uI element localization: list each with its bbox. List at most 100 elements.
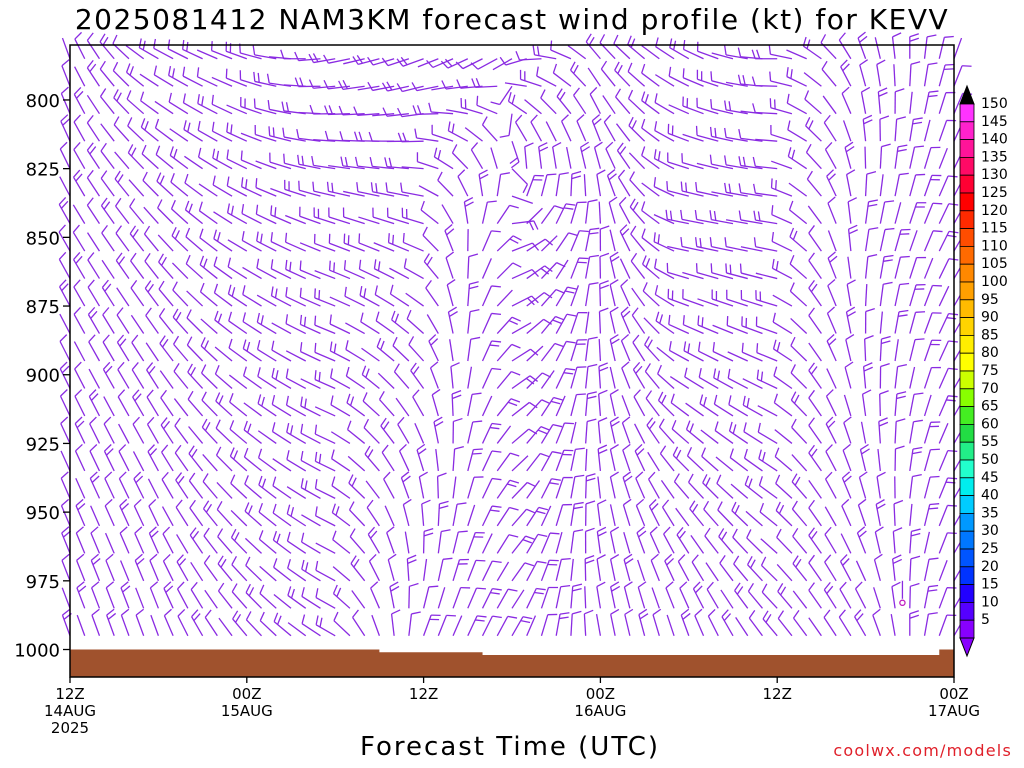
wind-barb-feather (544, 265, 553, 272)
wind-barb-feather (276, 615, 282, 625)
wind-barb-feather (652, 608, 662, 616)
wind-barb-feather (775, 474, 781, 484)
wind-barb-feather (761, 451, 766, 462)
wind-barb-feather (609, 279, 619, 286)
wind-barb (520, 78, 542, 87)
wind-barb (496, 343, 513, 362)
wind-barb-feather (622, 471, 632, 478)
wind-barb-feather (283, 153, 286, 164)
wind-barb (331, 512, 351, 527)
wind-barb-feather (599, 252, 610, 258)
wind-barb-feather (624, 581, 633, 588)
wind-barb (567, 45, 587, 60)
wind-barb (938, 532, 948, 554)
wind-barb-feather (876, 471, 886, 478)
wind-barb (526, 534, 539, 554)
wind-barb-feather (87, 306, 96, 315)
wind-barb (526, 480, 541, 499)
wind-barb-feather (102, 334, 110, 343)
wind-barb (300, 378, 321, 390)
wind-barb-feather (446, 614, 456, 617)
wind-barb-feather (468, 285, 479, 290)
wind-barb-feather (144, 280, 152, 289)
wind-barb (772, 321, 793, 335)
wind-barb-feather (827, 306, 835, 314)
wind-barb-feather (895, 445, 905, 450)
wind-barb-feather (880, 362, 890, 368)
wind-barb-feather (403, 258, 407, 268)
wind-barb-feather (225, 68, 228, 79)
wind-barb-feather (600, 60, 608, 70)
wind-barb (477, 58, 498, 70)
colorbar-swatch (959, 210, 975, 230)
wind-barb (675, 507, 690, 527)
wind-barb-feather (839, 581, 847, 590)
wind-barb-feather (276, 533, 281, 544)
wind-barb-feather (188, 203, 193, 213)
wind-barb (711, 107, 734, 115)
wind-barb-feather (840, 59, 848, 68)
wind-barb (747, 590, 763, 609)
wind-barb (105, 587, 115, 609)
wind-barb (526, 615, 537, 637)
wind-barb (637, 559, 646, 582)
wind-barb-feather (644, 336, 650, 345)
wind-barb (227, 185, 248, 197)
wind-barb-feather (387, 233, 390, 243)
wind-barb-feather (734, 504, 740, 515)
wind-barb (570, 285, 580, 307)
wind-barb-feather (73, 306, 82, 315)
wind-barb (190, 561, 204, 582)
wind-barb-feather (256, 312, 260, 323)
wind-barb (691, 561, 705, 582)
wind-barb (153, 74, 174, 87)
wind-barb (467, 532, 476, 554)
wind-barb (609, 311, 616, 334)
wind-barb (570, 421, 577, 444)
wind-barb (683, 48, 704, 60)
wind-barb (343, 190, 365, 197)
wind-barb (184, 155, 203, 170)
wind-barb (104, 505, 115, 527)
wind-barb-feather (91, 608, 100, 616)
wind-barb (879, 311, 884, 334)
wind-barb (201, 426, 218, 444)
wind-barb (654, 267, 675, 280)
wind-barb (938, 147, 948, 169)
wind-barb-feather (867, 203, 878, 207)
wind-barb (213, 238, 233, 252)
wind-barb-feather (273, 612, 279, 622)
wind-barb (144, 287, 159, 307)
wind-barb-feather (491, 367, 502, 371)
wind-barb-feather (91, 475, 100, 483)
wind-barb (467, 477, 475, 499)
wind-barb-feather (789, 282, 795, 292)
wind-barb-feather (73, 114, 81, 123)
wind-barb (227, 266, 248, 280)
wind-barb (555, 368, 567, 389)
wind-barb (231, 591, 248, 609)
wind-barb (609, 256, 616, 279)
wind-barb (467, 284, 471, 307)
wind-barb-feather (340, 156, 344, 167)
wind-barb-feather (492, 587, 502, 591)
wind-barb (847, 201, 852, 224)
wind-barb (408, 344, 425, 362)
wind-barb-feather (314, 451, 318, 462)
wind-barb (770, 107, 793, 115)
wind-barb-feather (846, 306, 856, 313)
wind-barb-feather (645, 390, 653, 399)
wind-barb (653, 186, 675, 197)
wind-barb (587, 67, 601, 87)
wind-barb (698, 350, 719, 362)
wind-barb-feather (709, 210, 713, 220)
wind-barb (891, 586, 896, 609)
wind-barb (428, 340, 439, 362)
wind-barb-feather (318, 453, 322, 464)
wind-barb-feather (489, 344, 500, 347)
wind-barb (938, 64, 946, 87)
wind-barb (555, 477, 564, 499)
wind-barb (938, 422, 949, 444)
wind-barb-feather (287, 558, 291, 569)
wind-barb-feather (363, 288, 367, 298)
